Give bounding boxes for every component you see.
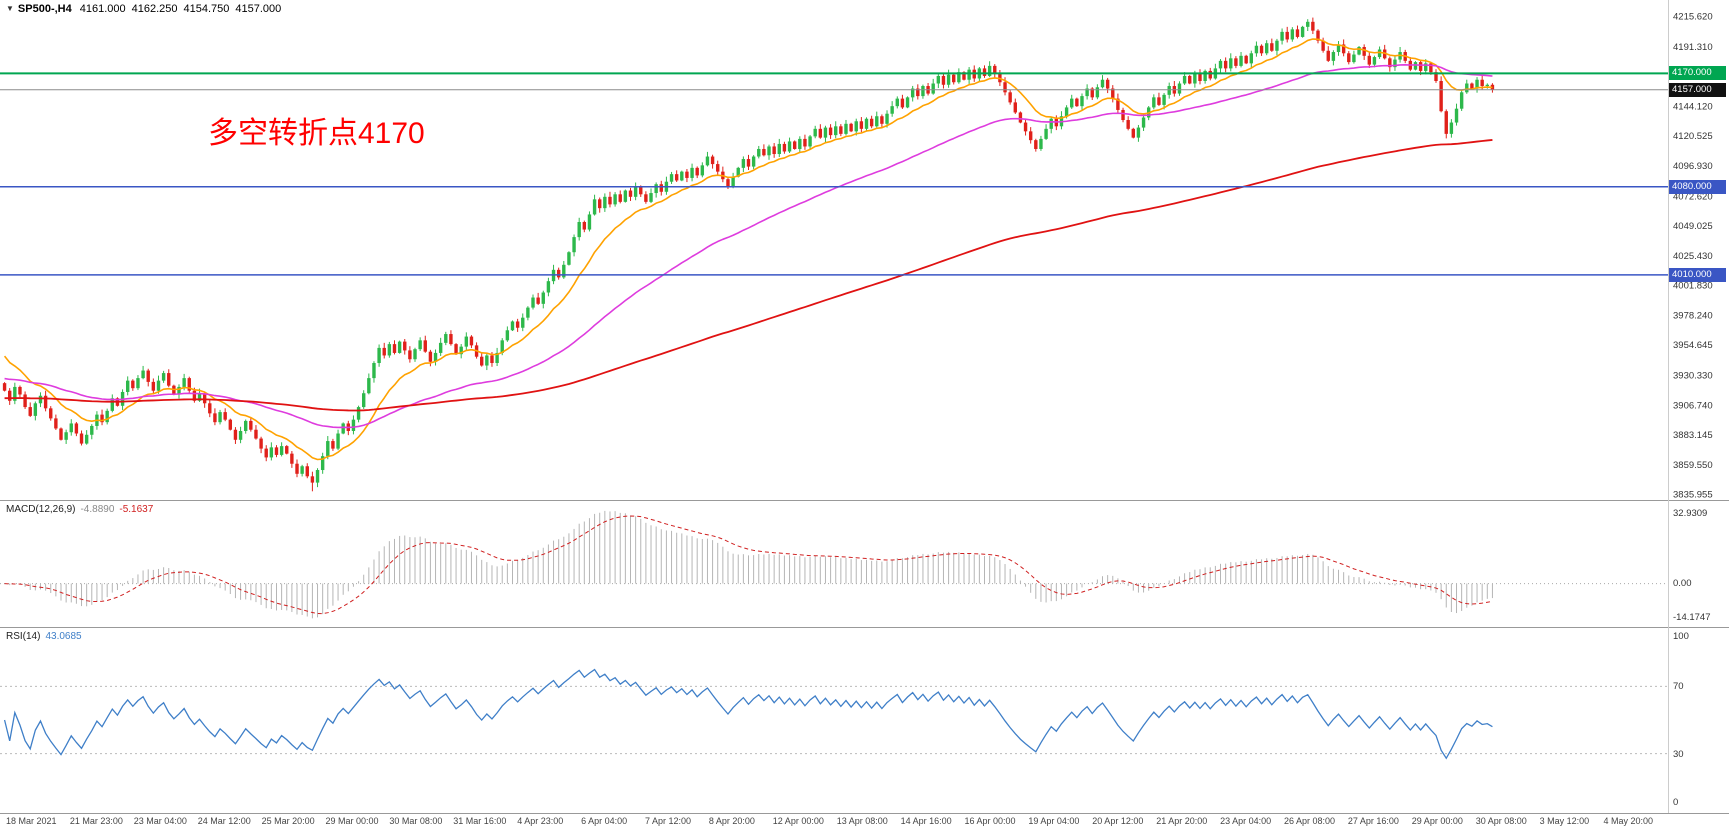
low-value: 4154.750 xyxy=(183,3,230,15)
svg-text:13 Apr 08:00: 13 Apr 08:00 xyxy=(837,816,888,826)
svg-text:25 Mar 20:00: 25 Mar 20:00 xyxy=(262,816,315,826)
chart-annotation-text[interactable]: 多空转折点4170 xyxy=(208,117,425,150)
macd-scale-zero: 0.00 xyxy=(1673,577,1692,589)
close-value: 4157.000 xyxy=(235,3,282,15)
svg-text:16 Apr 00:00: 16 Apr 00:00 xyxy=(965,816,1016,826)
svg-text:4120.525: 4120.525 xyxy=(1673,131,1713,142)
chart-header: ▼ SP500-,H4 4161.000 4162.250 4154.750 4157.0… xyxy=(6,3,287,15)
svg-text:20 Apr 12:00: 20 Apr 12:00 xyxy=(1092,816,1143,826)
svg-text:4191.310: 4191.310 xyxy=(1673,42,1713,53)
rsi-line xyxy=(3,668,1493,760)
symbol-timeframe-label: SP500-,H4 xyxy=(17,3,72,15)
macd-value: -4.8890 xyxy=(80,504,115,515)
rsi-scale-0: 0 xyxy=(1673,797,1679,808)
svg-text:7 Apr 12:00: 7 Apr 12:00 xyxy=(645,816,691,826)
svg-text:4 Apr 23:00: 4 Apr 23:00 xyxy=(517,816,563,826)
rsi-scale-100: 100 xyxy=(1673,631,1689,642)
macd-scale-bottom: -14.1747 xyxy=(1673,612,1711,623)
svg-text:12 Apr 00:00: 12 Apr 00:00 xyxy=(773,816,824,826)
svg-text:3954.645: 3954.645 xyxy=(1673,340,1713,351)
rsi-value: 43.0685 xyxy=(45,631,82,642)
svg-text:23 Mar 04:00: 23 Mar 04:00 xyxy=(134,816,187,826)
svg-text:24 Mar 12:00: 24 Mar 12:00 xyxy=(198,816,251,826)
svg-text:18 Mar 2021: 18 Mar 2021 xyxy=(6,816,57,826)
ma-medium-line xyxy=(4,64,1493,429)
price-scale[interactable]: 4215.6204191.3104167.7154144.1204120.525… xyxy=(1673,12,1713,501)
svg-text:26 Apr 08:00: 26 Apr 08:00 xyxy=(1284,816,1335,826)
macd-indicator-label: MACD(12,26,9) -4.8890 -5.1637 xyxy=(6,504,153,515)
svg-text:3906.740: 3906.740 xyxy=(1673,400,1713,411)
candles xyxy=(2,17,1495,492)
svg-text:30 Mar 08:00: 30 Mar 08:00 xyxy=(389,816,442,826)
svg-text:3859.550: 3859.550 xyxy=(1673,460,1713,471)
rsi-scale-70: 70 xyxy=(1673,681,1684,693)
time-scale[interactable]: 18 Mar 2021 21 Mar 23:00 23 Mar 04:00 24 Ma… xyxy=(6,816,1653,826)
macd-histogram xyxy=(9,510,1493,619)
svg-text:4096.930: 4096.930 xyxy=(1673,161,1713,172)
svg-text:21 Mar 23:00: 21 Mar 23:00 xyxy=(70,816,123,826)
chart-marker-icon: ▼ xyxy=(6,4,14,13)
rsi-title: RSI(14) xyxy=(6,631,41,642)
svg-text:4144.120: 4144.120 xyxy=(1673,102,1713,113)
svg-text:29 Apr 00:00: 29 Apr 00:00 xyxy=(1412,816,1463,826)
price-tag-1: 4157.000 xyxy=(1669,82,1726,97)
svg-text:31 Mar 16:00: 31 Mar 16:00 xyxy=(453,816,506,826)
open-value: 4161.000 xyxy=(79,3,126,15)
price-tag-0[interactable]: 4170.000 xyxy=(1669,66,1726,81)
svg-text:30 Apr 08:00: 30 Apr 08:00 xyxy=(1476,816,1527,826)
svg-text:4072.620: 4072.620 xyxy=(1673,192,1713,203)
svg-text:4 May 20:00: 4 May 20:00 xyxy=(1604,816,1654,826)
svg-text:4001.830: 4001.830 xyxy=(1673,281,1713,292)
svg-text:4049.025: 4049.025 xyxy=(1673,221,1713,232)
svg-text:29 Mar 00:00: 29 Mar 00:00 xyxy=(326,816,379,826)
svg-text:4025.430: 4025.430 xyxy=(1673,251,1713,262)
macd-signal-line xyxy=(4,515,1493,615)
macd-title: MACD(12,26,9) xyxy=(6,504,76,515)
svg-text:3930.330: 3930.330 xyxy=(1673,371,1713,382)
macd-signal-value: -5.1637 xyxy=(119,504,154,515)
svg-text:23 Apr 04:00: 23 Apr 04:00 xyxy=(1220,816,1271,826)
svg-text:4215.620: 4215.620 xyxy=(1673,12,1713,23)
svg-text:8 Apr 20:00: 8 Apr 20:00 xyxy=(709,816,755,826)
svg-text:3835.955: 3835.955 xyxy=(1673,490,1713,501)
rsi-indicator-label: RSI(14) 43.0685 xyxy=(6,631,82,642)
rsi-scale-30: 30 xyxy=(1673,748,1684,760)
svg-text:21 Apr 20:00: 21 Apr 20:00 xyxy=(1156,816,1207,826)
svg-text:6 Apr 04:00: 6 Apr 04:00 xyxy=(581,816,627,826)
price-tag-3[interactable]: 4010.000 xyxy=(1669,267,1726,282)
svg-text:3 May 12:00: 3 May 12:00 xyxy=(1540,816,1590,826)
high-value: 4162.250 xyxy=(131,3,178,15)
price-tag-2[interactable]: 4080.000 xyxy=(1669,179,1726,194)
svg-text:19 Apr 04:00: 19 Apr 04:00 xyxy=(1028,816,1079,826)
macd-scale-top: 32.9309 xyxy=(1673,508,1708,519)
svg-text:3978.240: 3978.240 xyxy=(1673,310,1713,321)
ma-fast-line xyxy=(3,38,1493,461)
svg-text:3883.145: 3883.145 xyxy=(1673,430,1713,441)
svg-text:27 Apr 16:00: 27 Apr 16:00 xyxy=(1348,816,1399,826)
svg-text:14 Apr 16:00: 14 Apr 16:00 xyxy=(901,816,952,826)
